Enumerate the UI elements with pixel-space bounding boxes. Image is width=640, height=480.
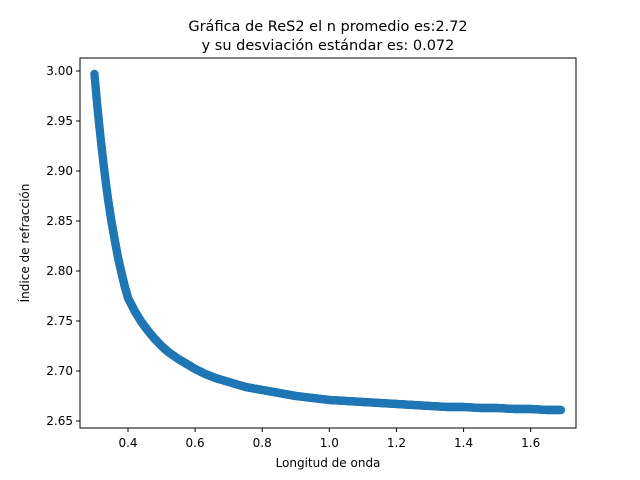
x-tick-label: 1.2	[387, 436, 406, 450]
y-tick-label: 2.80	[46, 264, 73, 278]
axes-frame	[79, 57, 577, 429]
y-tick-label: 2.90	[46, 164, 73, 178]
x-axis-ticks: 0.4 0.6 0.8 1.0 1.2 1.4 1.6	[118, 428, 540, 450]
y-tick-label: 2.70	[46, 364, 73, 378]
y-tick-label: 2.95	[46, 114, 73, 128]
x-axis-label: Longitud de onda	[276, 456, 381, 470]
x-tick-label: 0.4	[118, 436, 137, 450]
y-tick-label: 3.00	[46, 64, 73, 78]
y-axis-label: Índice de refracción	[17, 184, 32, 303]
x-tick-label: 0.8	[253, 436, 272, 450]
x-tick-label: 0.6	[186, 436, 205, 450]
data-markers	[90, 69, 566, 415]
y-tick-label: 2.65	[46, 414, 73, 428]
chart-title-line-2: y su desviación estándar es: 0.072	[202, 38, 455, 54]
x-tick-label: 1.6	[521, 436, 540, 450]
x-tick-label: 1.0	[320, 436, 339, 450]
y-axis-ticks: 2.65 2.70 2.75 2.80 2.85 2.90 2.95 3.00	[46, 64, 80, 428]
x-tick-label: 1.4	[454, 436, 473, 450]
data-point	[556, 405, 566, 415]
chart-title-line-1: Gráfica de ReS2 el n promedio es:2.72	[188, 19, 467, 35]
y-tick-label: 2.85	[46, 214, 73, 228]
y-tick-label: 2.75	[46, 314, 73, 328]
